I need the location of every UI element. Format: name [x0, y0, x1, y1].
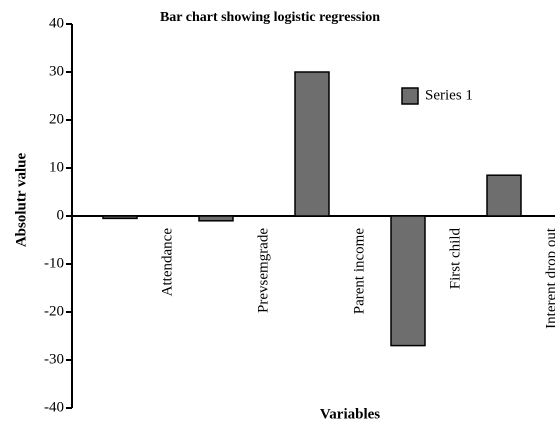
- y-tick-label: -20: [44, 303, 64, 319]
- y-tick-label: 40: [49, 15, 64, 31]
- y-tick-label: -30: [44, 351, 64, 367]
- y-axis-label: Absolutr value: [13, 153, 29, 248]
- legend-label: Series 1: [425, 87, 473, 103]
- y-tick-label: 30: [49, 63, 64, 79]
- bar: [486, 174, 522, 217]
- y-tick-label: 0: [57, 207, 65, 223]
- y-tick-label: 20: [49, 111, 64, 127]
- x-tick-label: Attendance: [159, 228, 175, 297]
- bar: [390, 215, 426, 347]
- x-tick-label: Prevsemgrade: [255, 228, 271, 313]
- x-tick-label: Parent income: [351, 228, 367, 315]
- legend-swatch: [401, 87, 419, 105]
- bar: [294, 71, 330, 217]
- y-tick-label: -10: [44, 255, 64, 271]
- x-axis-label: Variables: [320, 406, 380, 422]
- y-tick-label: -40: [44, 399, 64, 415]
- x-tick-label: First child: [447, 228, 463, 290]
- chart-title: Bar chart showing logistic regression: [160, 10, 380, 25]
- bar: [198, 215, 234, 222]
- x-tick-label: Interent drop out: [543, 227, 555, 329]
- bar: [102, 215, 138, 220]
- y-tick-label: 10: [49, 159, 64, 175]
